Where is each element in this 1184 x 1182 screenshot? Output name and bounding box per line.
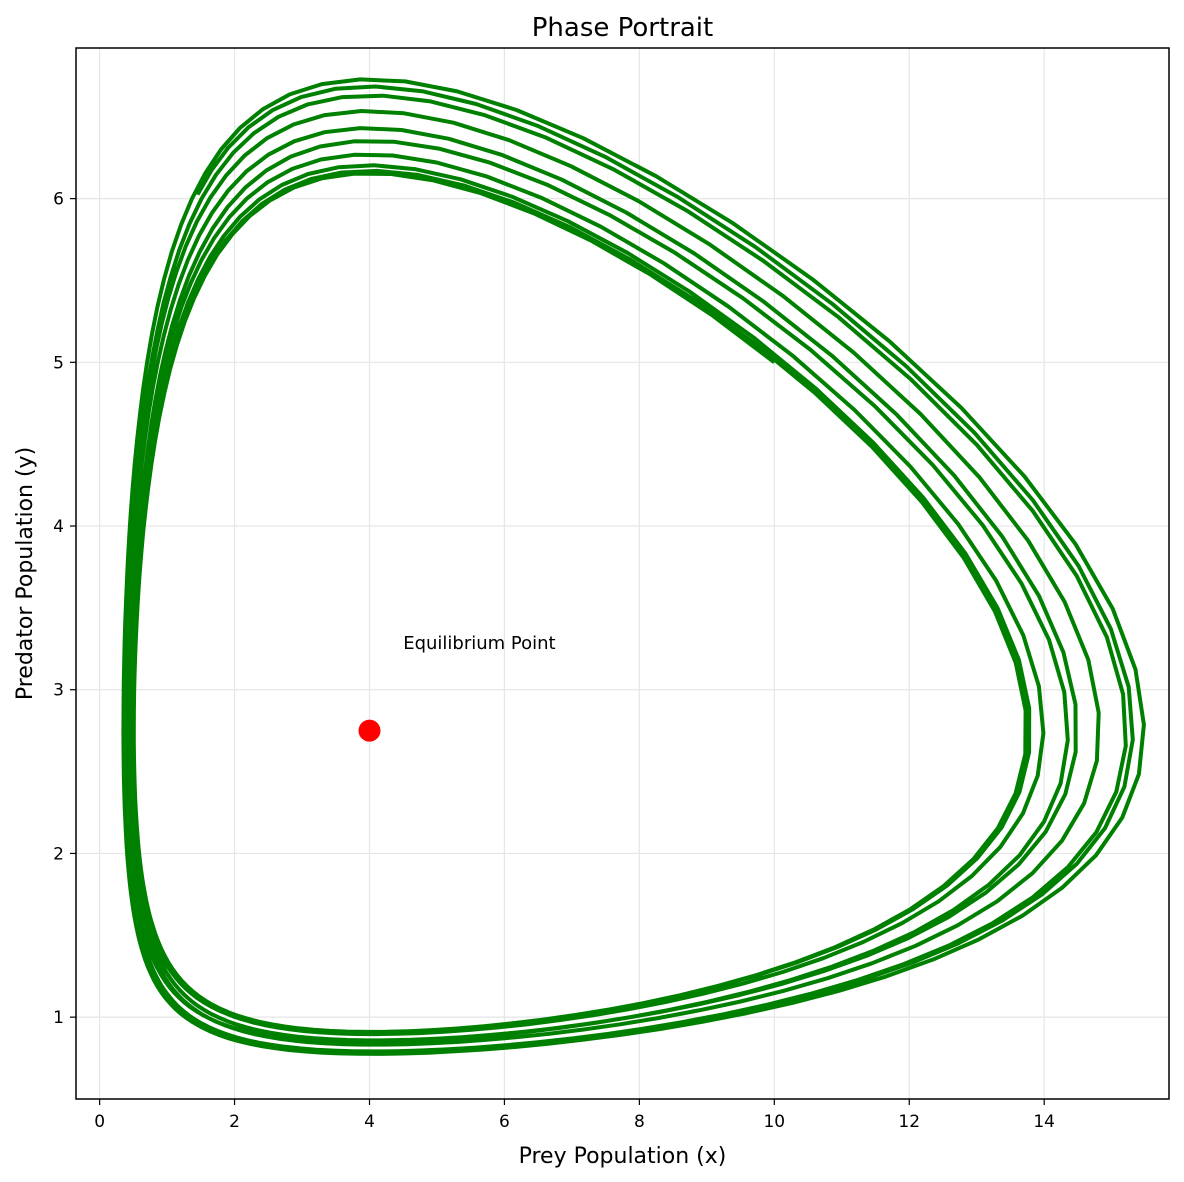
x-tick-label: 14 — [1033, 1112, 1055, 1132]
axes-frame — [75, 47, 1170, 1100]
y-tick-label: 6 — [53, 190, 64, 210]
y-tick-label: 5 — [53, 353, 64, 373]
plot-area: Equilibrium Point — [121, 77, 1146, 1056]
x-tick-label: 10 — [763, 1112, 785, 1132]
equilibrium-annotation: Equilibrium Point — [403, 633, 555, 654]
x-tick-label: 4 — [364, 1112, 375, 1132]
equilibrium-point-marker — [358, 719, 381, 742]
x-tick-label: 2 — [229, 1112, 240, 1132]
y-axis-ticks: 1 2 3 4 5 6 — [53, 190, 76, 1028]
y-tick-label: 2 — [53, 844, 64, 864]
y-tick-label: 4 — [53, 517, 64, 537]
x-tick-label: 0 — [94, 1112, 105, 1132]
y-tick-label: 3 — [53, 681, 64, 701]
x-axis-label: Prey Population (x) — [519, 1144, 727, 1169]
y-tick-label: 1 — [53, 1008, 64, 1028]
grid — [76, 48, 1169, 1099]
x-tick-label: 8 — [634, 1112, 645, 1132]
chart-title: Phase Portrait — [532, 13, 713, 43]
y-axis-label: Predator Population (y) — [13, 447, 38, 700]
x-tick-label: 12 — [898, 1112, 920, 1132]
x-tick-label: 6 — [499, 1112, 510, 1132]
x-axis-ticks: 0 2 4 6 8 10 12 14 — [94, 1099, 1055, 1132]
trajectory-line — [121, 77, 1146, 1056]
